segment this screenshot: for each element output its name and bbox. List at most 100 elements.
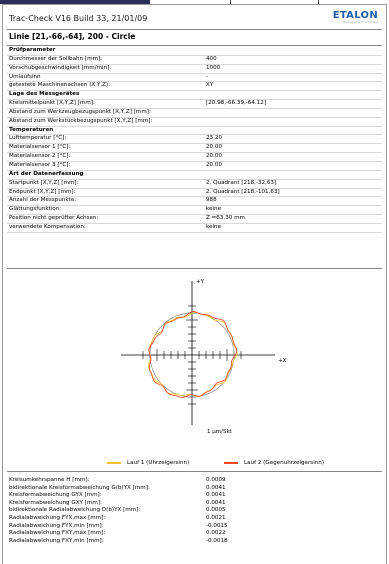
parameter-row: Materialsensor 1 [°C]: 20.00 — [7, 144, 382, 154]
parameter-value: 2. Quadrant [218,-101,63] — [206, 188, 280, 195]
parameter-value: - — [206, 73, 209, 80]
result-row: bidirektionale Kreisformabweichung G(b)Y… — [7, 485, 382, 493]
parameter-row: Anzahl der Messpunkte: 988 — [7, 197, 382, 207]
result-row: Radialabweichung FXY,min [mm]: -0.0018 — [7, 538, 382, 546]
parameter-label: Vorschubgeschwindigkeit [mm/min]: — [9, 64, 112, 71]
parameter-value: 23.20 — [206, 135, 223, 142]
parameter-row: Vorschubgeschwindigkeit [mm/min]: 1000 — [7, 65, 382, 74]
divider — [7, 268, 382, 269]
chart-legend: Lauf 1 (Uhrzeigersinn) Lauf 2 (Gegenuhrz… — [7, 458, 382, 470]
result-row: bidirektionale Radialabweichung D(b)YX [… — [7, 507, 382, 515]
parameter-row: getestete Maschinenachsen (X,Y,Z): XY — [7, 82, 382, 92]
parameter-label: Temperaturen — [9, 126, 54, 133]
parameter-row: Durchmesser der Sollbahn [mm]: 400 — [7, 56, 382, 65]
parameter-label: Position nicht geprüfter Achsen: — [9, 215, 99, 222]
parameter-label: Endpunkt [X,Y,Z] [mm]: — [9, 188, 76, 195]
divider — [230, 0, 231, 4]
legend-item-run2: Lauf 2 (Gegenuhrzeigersinn) — [224, 460, 324, 466]
parameter-row: Glättungsfunktion: keine — [7, 206, 382, 216]
parameter-label: Art der Datenerfassung — [9, 170, 84, 177]
result-value: 0.0005 — [206, 507, 226, 514]
window-top-strip — [0, 0, 389, 4]
parameter-label: Kreismittelpunkt [X,Y,Z] [mm]: — [9, 100, 95, 107]
report-header-title: Trac-Check V16 Build 33, 21/01/09 — [9, 14, 148, 23]
parameter-label: Abstand zum Werkzeugbezugspunkt [X,Y,Z] … — [9, 108, 151, 115]
parameter-label: Lufttemperatur [°C]: — [9, 135, 67, 142]
result-value: 0.0041 — [206, 499, 226, 506]
report-page: Trac-Check V16 Build 33, 21/01/09 ETALON… — [2, 4, 387, 564]
result-row: Radialabweichung FYX,min [mm]: -0.0015 — [7, 523, 382, 531]
parameter-label: Abstand zum Werkstückbezugspunkt [X,Y,Z]… — [9, 117, 153, 124]
divider — [318, 0, 319, 4]
parameter-row: Lufttemperatur [°C]: 23.20 — [7, 135, 382, 145]
series-line-run2 — [148, 311, 238, 398]
result-row: Radialabweichung FXY,max [mm]: 0.0022 — [7, 530, 382, 538]
parameter-label: Umlaufsinn — [9, 73, 41, 80]
parameter-value: 2. Quadrant [218,-32,63] — [206, 179, 277, 186]
parameter-value: [20.98,-66.39,-64.12] — [206, 100, 266, 107]
parameter-group-heading: Art der Datenerfassung — [7, 171, 382, 180]
result-label: Kreisumkehrspanne H [mm]: — [9, 477, 90, 483]
result-value: 0.0022 — [206, 530, 226, 537]
circle-test-chart: +Y +X 1 µm/Skt — [121, 279, 287, 435]
legend-swatch-run1 — [107, 462, 121, 464]
results-table: Kreisumkehrspanne H [mm]: 0.0009 bidirekti… — [7, 477, 382, 545]
parameter-row: Abstand zum Werkzeugbezugspunkt [X,Y,Z] … — [7, 109, 382, 118]
measurement-title: Linie [21,-66,-64], 200 - Circle — [9, 32, 136, 41]
parameter-value: 400 — [206, 55, 217, 62]
parameter-table: Prüfparameter Durchmesser der Sollbahn [m… — [7, 47, 382, 233]
parameter-label: Glättungsfunktion: — [9, 206, 62, 213]
parameter-value: 988 — [206, 197, 217, 204]
result-label: Radialabweichung FYX,min [mm]: — [9, 522, 104, 529]
parameter-row: Kreismittelpunkt [X,Y,Z] [mm]: [20.98,-66… — [7, 100, 382, 109]
parameter-label: Anzahl der Messpunkte: — [9, 197, 77, 204]
result-label: Radialabweichung FXY,min [mm]: — [9, 537, 104, 544]
parameter-label: getestete Maschinenachsen (X,Y,Z): — [9, 82, 111, 89]
result-row: Kreisformabweichung GXY [mm]: 0.0041 — [7, 500, 382, 508]
parameter-label: Startpunkt [X,Y,Z] [mm]: — [9, 179, 79, 186]
parameter-row: Position nicht geprüfter Achsen: Z =63.30… — [7, 215, 382, 224]
parameter-group-heading: Temperaturen — [7, 127, 382, 136]
parameter-row: Materialsensor 2 [°C]: 20.00 — [7, 153, 382, 162]
logo-subtitle: Measurement Solutions — [342, 20, 378, 24]
result-label: bidirektionale Kreisformabweichung G(b)Y… — [9, 484, 150, 491]
result-label: Kreisformabweichung GXY [mm]: — [9, 499, 102, 506]
divider — [7, 29, 382, 30]
result-value: 0.0041 — [206, 492, 226, 499]
legend-label-run2: Lauf 2 (Gegenuhrzeigersinn) — [244, 460, 325, 466]
parameter-group-heading: Prüfparameter — [7, 47, 382, 56]
result-row: Kreisumkehrspanne H [mm]: 0.0009 — [7, 477, 382, 485]
parameter-value: 20.00 — [206, 144, 223, 151]
divider — [7, 45, 382, 46]
parameter-group-heading: Lage des Messgerätes — [7, 91, 382, 101]
parameter-value: keine — [206, 223, 222, 230]
parameter-label: Materialsensor 2 [°C]: — [9, 153, 71, 160]
result-value: -0.0015 — [206, 522, 228, 529]
parameter-label: Materialsensor 3 [°C]: — [9, 161, 71, 168]
divider — [7, 471, 382, 472]
parameter-value: keine — [206, 206, 222, 213]
series-line-run1 — [147, 312, 238, 397]
result-value: -0.0018 — [206, 537, 228, 544]
parameter-row: Startpunkt [X,Y,Z] [mm]: 2. Quadrant [218… — [7, 180, 382, 189]
result-row: Kreisformabweichung GYX [mm]: 0.0041 — [7, 492, 382, 500]
result-label: Radialabweichung FYX,max [mm]: — [9, 514, 106, 521]
legend-label-run1: Lauf 1 (Uhrzeigersinn) — [127, 460, 190, 466]
title-strip — [0, 0, 150, 4]
parameter-row: Materialsensor 3 [°C]: 20.00 — [7, 162, 382, 171]
parameter-row: Abstand zum Werkstückbezugspunkt [X,Y,Z]… — [7, 118, 382, 127]
result-value: 0.0009 — [206, 477, 226, 483]
result-label: Radialabweichung FXY,max [mm]: — [9, 530, 106, 537]
legend-item-run1: Lauf 1 (Uhrzeigersinn) — [107, 460, 189, 466]
scale-label: 1 µm/Skt — [207, 429, 233, 435]
y-axis-label: +Y — [196, 279, 205, 285]
logo-word: ETALON — [332, 10, 378, 21]
parameter-value: 20.00 — [206, 153, 223, 160]
parameter-row: Umlaufsinn - — [7, 74, 382, 83]
parameter-row: verwendete Kompensation: keine — [7, 224, 382, 233]
result-row: Radialabweichung FYX,max [mm]: 0.0021 — [7, 515, 382, 523]
parameter-row: Endpunkt [X,Y,Z] [mm]: 2. Quadrant [218,-… — [7, 189, 382, 198]
x-axis-label: +X — [278, 358, 287, 364]
legend-swatch-run2 — [224, 462, 238, 464]
parameter-value: 1000 — [206, 64, 221, 71]
